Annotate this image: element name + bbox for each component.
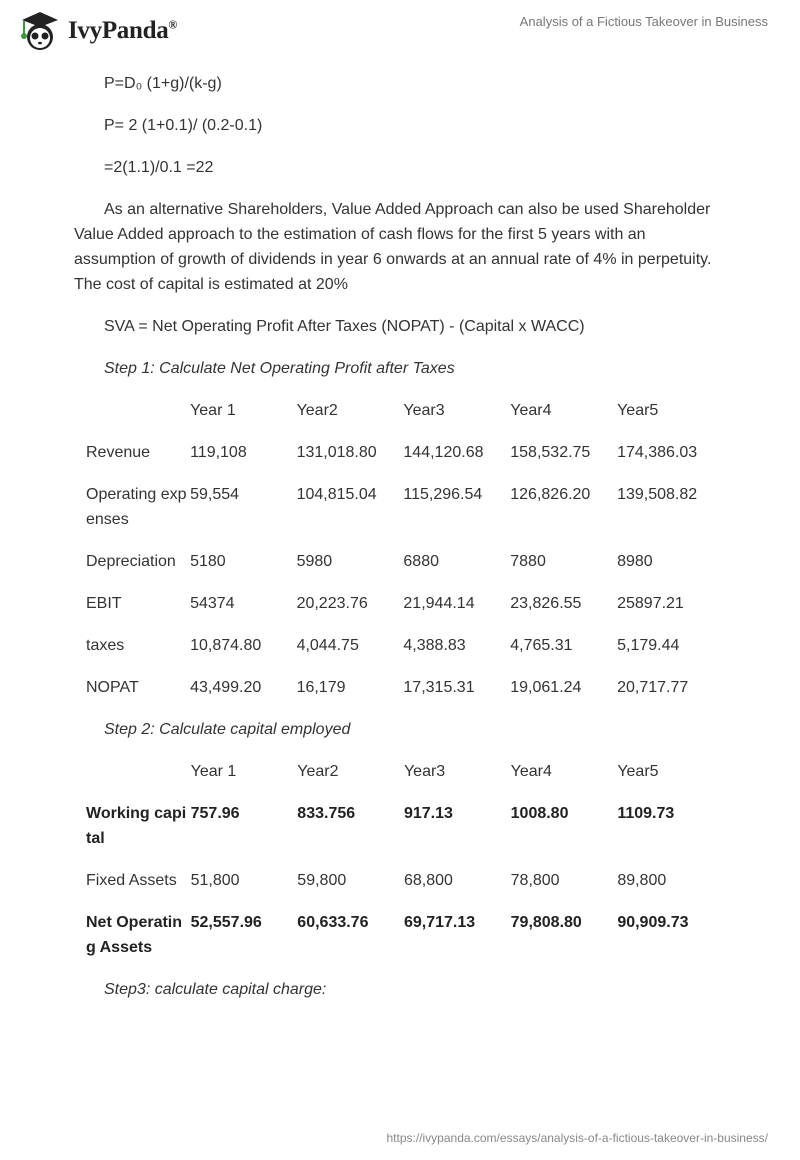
row-label: Fixed Assets bbox=[86, 872, 177, 889]
table-cell: 104,815.04 bbox=[296, 486, 377, 503]
table-cell: 1109.73 bbox=[617, 805, 675, 822]
document-title: Analysis of a Fictious Takeover in Busin… bbox=[519, 14, 768, 29]
table-cell: 4,765.31 bbox=[510, 637, 573, 654]
table-row: Working capital 757.96 833.756 917.13 1008.8… bbox=[86, 801, 724, 868]
table-cell: 20,223.76 bbox=[296, 595, 368, 612]
table-row: NOPAT 43,499.20 16,179 17,315.31 19,061.24 20… bbox=[86, 675, 724, 717]
table-cell: 7880 bbox=[510, 553, 546, 570]
formula-line: P= 2 (1+0.1)/ (0.2-0.1) bbox=[104, 117, 263, 134]
table-row: taxes 10,874.80 4,044.75 4,388.83 4,765.31 5,… bbox=[86, 633, 724, 675]
table-cell: 43,499.20 bbox=[190, 679, 262, 696]
table-cell: 25897.21 bbox=[617, 595, 684, 612]
row-label: Revenue bbox=[86, 444, 151, 461]
table-header-cell bbox=[86, 759, 191, 801]
table-cell: 17,315.31 bbox=[403, 679, 475, 696]
step-heading: Step 2: Calculate capital employed bbox=[104, 721, 351, 738]
table-cell: 4,044.75 bbox=[296, 637, 359, 654]
step-heading: Step 1: Calculate Net Operating Profit a… bbox=[104, 360, 455, 377]
table-cell: 757.96 bbox=[190, 805, 240, 822]
table-header-cell: Year3 bbox=[403, 763, 446, 780]
row-label: taxes bbox=[86, 637, 125, 654]
row-label: Depreciation bbox=[86, 553, 176, 570]
table-cell: 89,800 bbox=[617, 872, 667, 889]
table-cell: 917.13 bbox=[403, 805, 453, 822]
nopat-table: Year 1 Year2 Year3 Year4 Year5 Revenue 11… bbox=[86, 398, 724, 717]
table-row: Revenue 119,108 131,018.80 144,120.68 158,53… bbox=[86, 440, 724, 482]
table-cell: 5980 bbox=[296, 553, 333, 570]
table-header-cell: Year2 bbox=[296, 402, 338, 419]
table-header-cell bbox=[86, 398, 190, 440]
table-cell: 4,388.83 bbox=[403, 637, 466, 654]
table-cell: 5,179.44 bbox=[617, 637, 680, 654]
table-cell: 78,800 bbox=[510, 872, 560, 889]
table-cell: 131,018.80 bbox=[296, 444, 377, 461]
row-label: Operating expenses bbox=[86, 486, 187, 528]
table-header-cell: Year 1 bbox=[190, 763, 237, 780]
table-cell: 23,826.55 bbox=[510, 595, 582, 612]
table-cell: 59,554 bbox=[190, 486, 240, 503]
table-cell: 6880 bbox=[403, 553, 439, 570]
table-header-row: Year 1 Year2 Year3 Year4 Year5 bbox=[86, 398, 724, 440]
table-cell: 20,717.77 bbox=[617, 679, 689, 696]
table-cell: 60,633.76 bbox=[297, 914, 369, 931]
step-heading: Step3: calculate capital charge: bbox=[104, 981, 327, 998]
table-cell: 51,800 bbox=[190, 872, 240, 889]
table-cell: 79,808.80 bbox=[510, 914, 582, 931]
table-cell: 115,296.54 bbox=[403, 486, 483, 503]
table-header-cell: Year5 bbox=[617, 402, 659, 419]
capital-employed-table: Year 1 Year2 Year3 Year4 Year5 Working c… bbox=[86, 759, 724, 977]
table-header-cell: Year4 bbox=[510, 763, 552, 780]
table-cell: 144,120.68 bbox=[403, 444, 484, 461]
table-cell: 119,108 bbox=[190, 444, 247, 461]
table-cell: 10,874.80 bbox=[190, 637, 262, 654]
table-cell: 59,800 bbox=[297, 872, 347, 889]
table-cell: 833.756 bbox=[297, 805, 356, 822]
panda-graduate-icon bbox=[21, 12, 58, 50]
table-cell: 139,508.82 bbox=[617, 486, 698, 503]
table-row: Depreciation 5180 5980 6880 7880 8980 bbox=[86, 549, 724, 591]
row-label: Net Operating Assets bbox=[86, 914, 183, 956]
source-url[interactable]: https://ivypanda.com/essays/analysis-of-… bbox=[386, 1131, 769, 1145]
formula-line: P=D₀ (1+g)/(k-g) bbox=[104, 75, 222, 92]
table-cell: 1008.80 bbox=[510, 805, 569, 822]
table-cell: 21,944.14 bbox=[403, 595, 475, 612]
table-header-cell: Year2 bbox=[297, 763, 339, 780]
table-cell: 90,909.73 bbox=[617, 914, 689, 931]
table-cell: 19,061.24 bbox=[510, 679, 582, 696]
table-cell: 158,532.75 bbox=[510, 444, 591, 461]
table-cell: 16,179 bbox=[296, 679, 346, 696]
table-header-cell: Year5 bbox=[617, 763, 659, 780]
body-paragraph: As an alternative Shareholders, Value Ad… bbox=[74, 201, 712, 293]
logo-text: IvyPanda® bbox=[68, 17, 178, 44]
table-row: Net Operating Assets 52,557.96 60,633.76 69… bbox=[86, 910, 724, 977]
essay-content: P=D₀ (1+g)/(k-g) P= 2 (1+0.1)/ (0.2-0.1)… bbox=[74, 71, 724, 1019]
page-header: IvyPanda® Analysis of a Fictious Takeove… bbox=[0, 0, 800, 56]
table-header-cell: Year 1 bbox=[190, 402, 236, 419]
table-cell: 52,557.96 bbox=[190, 914, 262, 931]
table-header-row: Year 1 Year2 Year3 Year4 Year5 bbox=[86, 759, 724, 801]
ivypanda-logo[interactable]: IvyPanda® bbox=[18, 10, 177, 52]
table-header-cell: Year4 bbox=[510, 402, 552, 419]
table-row: EBIT 54374 20,223.76 21,944.14 23,826.55 2589… bbox=[86, 591, 724, 633]
table-cell: 54374 bbox=[190, 595, 235, 612]
formula-line: =2(1.1)/0.1 =22 bbox=[104, 159, 214, 176]
table-cell: 8980 bbox=[617, 553, 653, 570]
row-label: NOPAT bbox=[86, 679, 139, 696]
sva-formula: SVA = Net Operating Profit After Taxes (… bbox=[104, 318, 585, 335]
table-cell: 68,800 bbox=[403, 872, 453, 889]
table-cell: 69,717.13 bbox=[403, 914, 476, 931]
table-header-cell: Year3 bbox=[403, 402, 445, 419]
row-label: Working capital bbox=[86, 805, 187, 847]
row-label: EBIT bbox=[86, 595, 122, 612]
table-row: Fixed Assets 51,800 59,800 68,800 78,800 89,8… bbox=[86, 868, 724, 910]
table-cell: 174,386.03 bbox=[617, 444, 698, 461]
table-row: Operating expenses 59,554 104,815.04 115,29… bbox=[86, 482, 724, 549]
table-cell: 5180 bbox=[190, 553, 226, 570]
table-cell: 126,826.20 bbox=[510, 486, 591, 503]
